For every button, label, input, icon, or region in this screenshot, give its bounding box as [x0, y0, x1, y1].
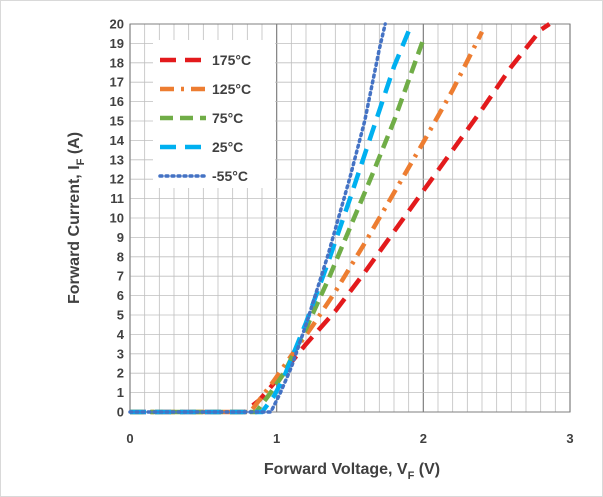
- y-tick-label: 0: [117, 405, 124, 420]
- y-tick-label: 19: [110, 36, 124, 51]
- x-axis-ticks: 0 1 2 3: [126, 431, 573, 446]
- y-tick-label: 15: [110, 114, 124, 129]
- legend-label-1: 125°C: [212, 81, 251, 97]
- y-tick-label: 18: [110, 55, 124, 70]
- y-tick-label: 13: [110, 152, 124, 167]
- x-tick-label: 2: [420, 431, 427, 446]
- x-tick-label: 0: [126, 431, 133, 446]
- series-line-0: [130, 22, 551, 415]
- y-tick-label: 5: [117, 308, 124, 323]
- y-tick-label: 1: [117, 385, 124, 400]
- legend-label-4: -55°C: [212, 168, 248, 184]
- legend-label-3: 25°C: [212, 139, 243, 155]
- y-tick-label: 16: [110, 94, 124, 109]
- series-line-4: [128, 22, 387, 414]
- y-axis-title: Forward Current, IF (A): [66, 132, 87, 304]
- legend-label-0: 175°C: [212, 52, 251, 68]
- y-tick-label: 11: [110, 191, 124, 206]
- y-tick-label: 8: [117, 249, 124, 264]
- series-line-2: [130, 38, 426, 415]
- x-tick-label: 3: [566, 431, 573, 446]
- y-tick-label: 6: [117, 288, 124, 303]
- y-tick-label: 9: [117, 230, 124, 245]
- y-tick-label: 3: [117, 346, 124, 361]
- y-tick-label: 12: [110, 172, 124, 187]
- y-tick-label: 20: [110, 17, 124, 32]
- y-tick-label: 17: [110, 75, 124, 90]
- y-tick-label: 7: [117, 269, 124, 284]
- y-tick-label: 4: [117, 327, 125, 342]
- y-tick-label: 2: [117, 366, 124, 381]
- plot-area-border: [129, 23, 571, 413]
- y-tick-label: 14: [110, 133, 125, 148]
- legend-label-2: 75°C: [212, 110, 243, 126]
- series-layer: [128, 22, 551, 415]
- y-tick-label: 10: [110, 211, 124, 226]
- legend-box: [153, 40, 275, 188]
- x-tick-label: 1: [273, 431, 280, 446]
- series-line-1: [130, 30, 485, 415]
- legend: 175°C 125°C 75°C 25°C -55°C: [153, 40, 275, 188]
- x-axis-title: Forward Voltage, VF (V): [264, 461, 440, 482]
